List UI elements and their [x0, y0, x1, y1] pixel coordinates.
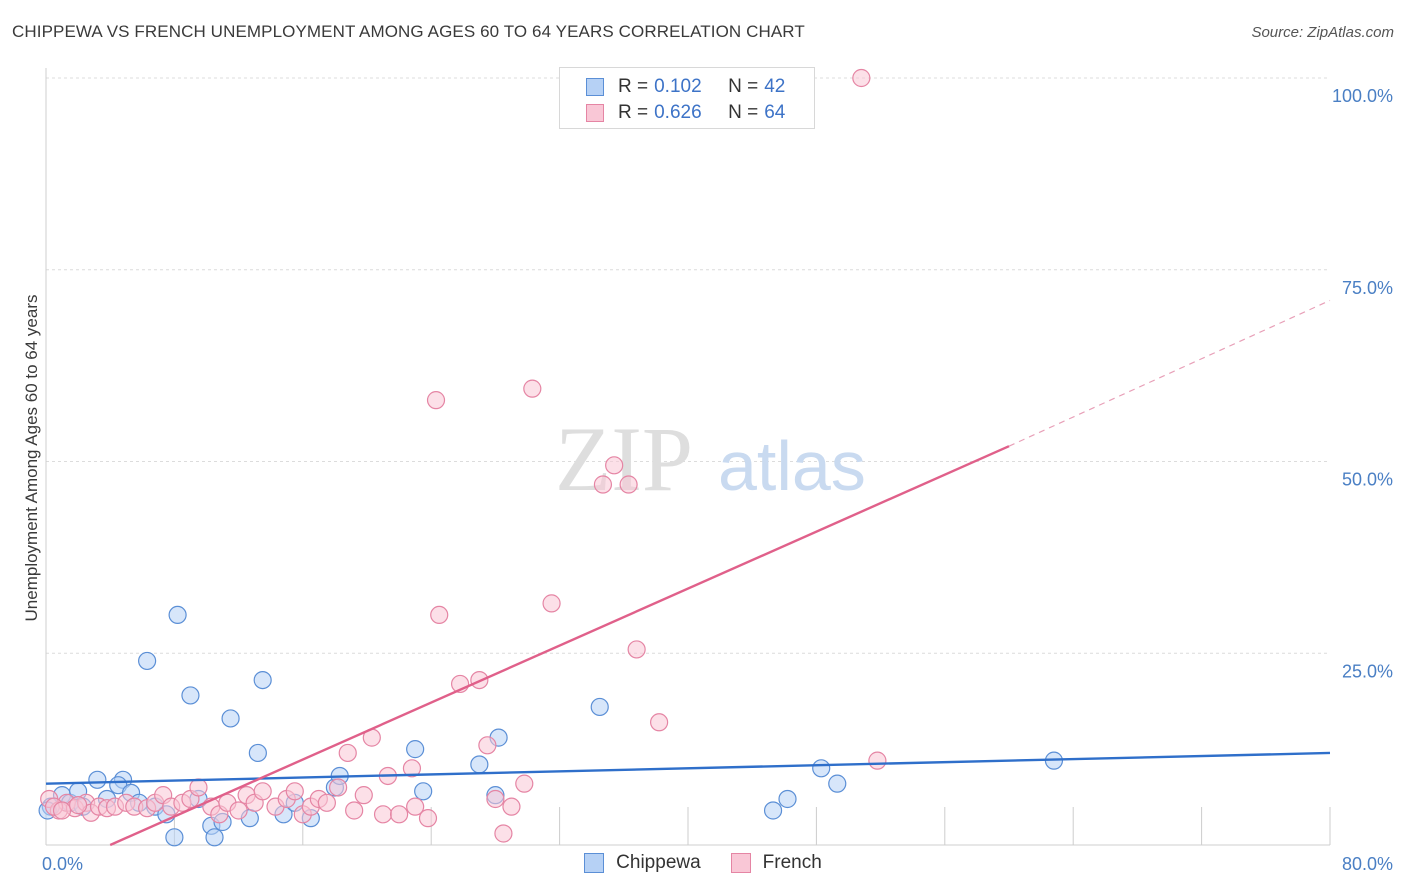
data-point-chippewa	[88, 770, 107, 789]
legend: R = 0.102 N = 42 R = 0.626 N = 64	[559, 67, 815, 129]
data-point-chippewa	[165, 828, 184, 847]
watermark-atlas: atlas	[718, 427, 866, 505]
data-point-french	[494, 824, 513, 843]
data-point-french	[354, 786, 373, 805]
tick-labels: 25.0% 50.0% 75.0% 100.0% 0.0% 80.0%	[42, 86, 1393, 874]
data-point-french	[542, 594, 561, 613]
bottom-legend-chippewa: Chippewa	[584, 852, 701, 874]
watermark-zip: ZIP	[555, 408, 693, 510]
trendline-chippewa	[45, 751, 1331, 785]
data-point-french	[502, 797, 521, 816]
data-point-french	[317, 793, 336, 812]
trendlines	[45, 299, 1331, 847]
legend-r-value: 0.626	[654, 102, 702, 123]
y-tick-label: 25.0%	[1342, 661, 1393, 681]
bottom-legend-label-french: French	[762, 852, 822, 873]
legend-n-label: N =	[728, 102, 759, 123]
axes	[45, 68, 1330, 846]
data-point-french	[253, 782, 272, 801]
data-point-chippewa	[778, 789, 797, 809]
y-tick-label: 75.0%	[1342, 278, 1393, 298]
data-point-french	[285, 782, 304, 801]
data-point-chippewa	[590, 697, 609, 717]
x-tick-label: 0.0%	[42, 854, 83, 874]
data-point-chippewa	[470, 755, 489, 774]
legend-r-label: R =	[618, 76, 649, 97]
legend-n-value: 42	[764, 76, 786, 97]
data-point-french	[329, 778, 348, 797]
data-point-chippewa	[138, 651, 157, 671]
data-point-french	[852, 68, 871, 88]
y-tick-label: 50.0%	[1342, 470, 1393, 490]
data-point-chippewa	[168, 605, 187, 625]
bottom-legend-french: French	[730, 852, 822, 874]
data-point-french	[478, 736, 497, 755]
chart-title: CHIPPEWA VS FRENCH UNEMPLOYMENT AMONG AG…	[12, 22, 805, 41]
bottom-legend-label-chippewa: Chippewa	[616, 852, 701, 873]
data-point-french	[868, 751, 887, 770]
legend-n-label: N =	[728, 76, 759, 97]
data-point-french	[406, 797, 425, 816]
series-french	[40, 68, 887, 843]
chart-source: Source: ZipAtlas.com	[1251, 24, 1394, 41]
data-point-french	[430, 605, 449, 625]
data-point-french	[426, 391, 446, 410]
data-point-chippewa	[406, 740, 425, 759]
data-point-french	[650, 713, 669, 732]
data-point-french	[52, 801, 72, 820]
data-point-french	[390, 805, 409, 824]
data-point-french	[418, 809, 438, 828]
data-point-chippewa	[248, 743, 267, 763]
data-point-chippewa	[812, 759, 831, 778]
data-point-french	[229, 801, 248, 820]
trendline-french	[109, 445, 1010, 847]
data-point-french	[605, 456, 624, 475]
data-point-french	[345, 801, 364, 820]
data-point-chippewa	[763, 801, 783, 820]
watermark: ZIP atlas	[555, 408, 866, 510]
trendline-extension-french	[1008, 299, 1331, 447]
data-point-chippewa	[181, 686, 200, 705]
data-point-chippewa	[414, 782, 433, 801]
data-point-french	[402, 759, 422, 778]
legend-row-french: R = 0.626 N = 64	[586, 101, 785, 125]
bottom-legend-swatch-chippewa	[584, 853, 605, 873]
data-point-french	[68, 796, 88, 815]
x-tick-label: 80.0%	[1342, 854, 1393, 874]
bottom-legend-swatch-french	[730, 853, 751, 873]
data-point-chippewa	[828, 774, 847, 793]
data-point-french	[373, 805, 393, 824]
data-point-french	[523, 379, 542, 398]
legend-r-label: R =	[618, 102, 649, 123]
legend-n-value: 64	[764, 102, 786, 123]
data-point-french	[619, 475, 638, 494]
data-point-french	[515, 774, 534, 793]
y-tick-label: 100.0%	[1332, 86, 1393, 106]
bottom-legend: Chippewa French	[0, 852, 1406, 874]
data-point-french	[189, 778, 208, 797]
data-point-french	[338, 743, 357, 763]
series-chippewa	[38, 605, 1064, 847]
data-point-french	[593, 475, 613, 494]
data-point-french	[486, 789, 505, 809]
legend-r-value: 0.102	[654, 76, 702, 97]
data-point-chippewa	[253, 670, 272, 690]
data-point-chippewa	[205, 828, 224, 847]
legend-swatch-french	[586, 104, 604, 122]
y-axis-label: Unemployment Among Ages 60 to 64 years	[22, 295, 41, 622]
legend-swatch-chippewa	[586, 78, 604, 96]
data-point-chippewa	[221, 709, 240, 728]
legend-row-chippewa: R = 0.102 N = 42	[586, 75, 785, 99]
data-point-french	[627, 640, 646, 659]
